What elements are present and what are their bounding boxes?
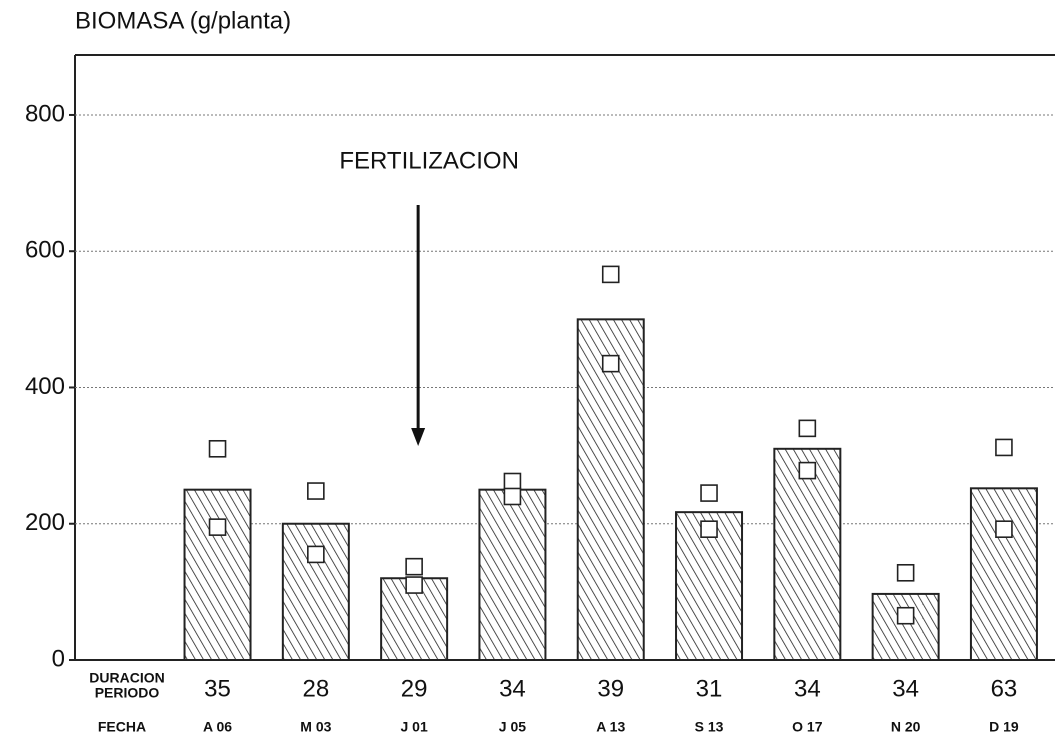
x-tick-label: S 13 [695,719,724,735]
duration-label: 34 [794,675,821,702]
bar [969,487,1038,662]
x-tick-label: N 20 [891,719,921,735]
duration-label: 63 [991,675,1018,702]
date-row-label: FECHA [98,719,146,735]
duration-label: 39 [597,675,624,702]
marker [503,472,522,491]
marker [700,484,718,502]
marker [798,419,817,438]
bar [773,447,842,661]
marker [601,354,620,373]
y-tick-label: 0 [52,645,65,672]
bar [183,488,252,662]
marker [307,482,325,500]
duration-row-label: PERIODO [95,685,160,701]
marker [700,520,718,538]
x-tick-label: J 01 [401,719,428,735]
y-axis-label: BIOMASA (g/planta) [75,7,291,34]
y-tick-label: 800 [25,100,65,127]
y-tick-label: 400 [25,373,65,400]
marker [896,606,915,625]
x-tick-label: A 06 [203,719,232,735]
bar [871,592,940,661]
bar [281,522,350,661]
marker [307,545,325,564]
marker [208,518,227,536]
marker [503,487,522,506]
duration-label: 29 [401,675,428,702]
x-tick-label: J 05 [499,719,526,735]
duration-label: 31 [696,675,723,702]
x-tick-label: D 19 [989,719,1019,735]
marker [208,439,227,458]
y-tick-label: 600 [25,237,65,264]
marker [995,438,1013,457]
duration-row-label: DURACION [89,670,164,686]
marker [896,563,915,582]
bar [478,488,547,662]
duration-label: 34 [892,675,919,702]
marker [405,557,423,576]
duration-label: 34 [499,675,526,702]
marker [798,461,817,480]
x-tick-label: A 13 [596,719,625,735]
y-tick-label: 200 [25,509,65,536]
marker [405,576,423,594]
duration-label: 35 [204,675,231,702]
marker [601,265,620,284]
annotation: FERTILIZACION [339,147,519,174]
duration-label: 28 [302,675,329,702]
x-tick-label: M 03 [300,719,331,735]
x-tick-label: O 17 [792,719,823,735]
annotation-arrowhead [411,428,426,446]
bar [576,318,645,661]
marker [995,520,1013,538]
